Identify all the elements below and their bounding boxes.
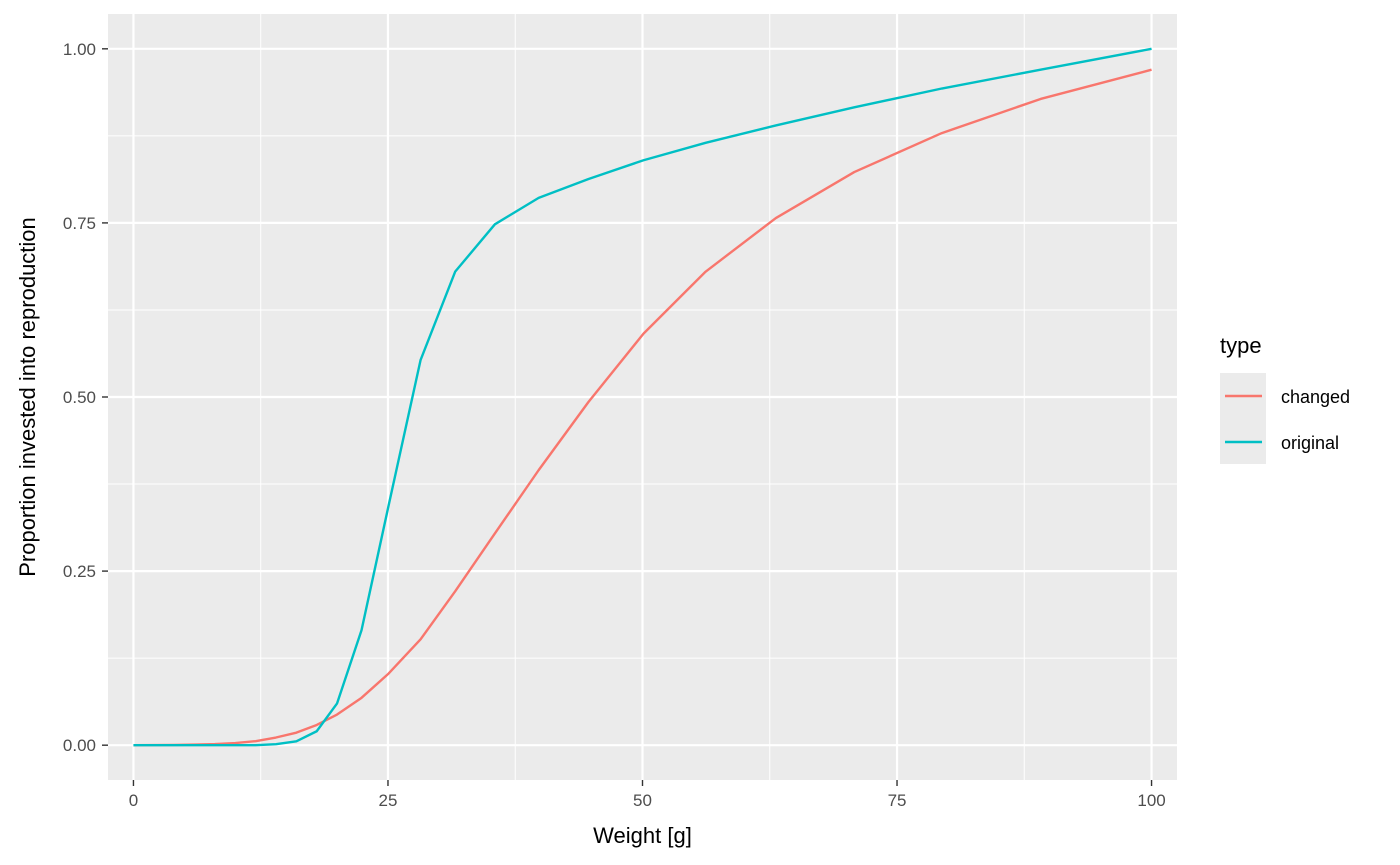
y-tick-label: 0.75	[63, 214, 96, 233]
legend-items: changed original	[1225, 387, 1350, 453]
x-tick-label: 50	[633, 791, 652, 810]
x-tick-label: 0	[129, 791, 138, 810]
legend-key-background	[1220, 373, 1266, 464]
series-lines	[133, 47, 1152, 747]
y-tick-label: 0.25	[63, 562, 96, 581]
x-tick-label: 75	[888, 791, 907, 810]
legend-label-changed: changed	[1281, 387, 1350, 407]
x-tick-label: 25	[379, 791, 398, 810]
legend: type changed original	[1220, 333, 1350, 464]
y-axis: 0.00 0.25 0.50 0.75 1.00	[63, 40, 108, 755]
legend-label-original: original	[1281, 433, 1339, 453]
y-tick-label: 1.00	[63, 40, 96, 59]
y-axis-title: Proportion invested into reproduction	[15, 217, 40, 577]
series-line-original	[133, 47, 1152, 747]
x-axis-title: Weight [g]	[593, 823, 692, 848]
x-axis: 0 25 50 75 100	[129, 780, 1166, 810]
major-gridlines	[108, 14, 1177, 780]
x-tick-label: 100	[1137, 791, 1165, 810]
y-tick-label: 0.00	[63, 736, 96, 755]
legend-title: type	[1220, 333, 1262, 358]
y-tick-label: 0.50	[63, 388, 96, 407]
